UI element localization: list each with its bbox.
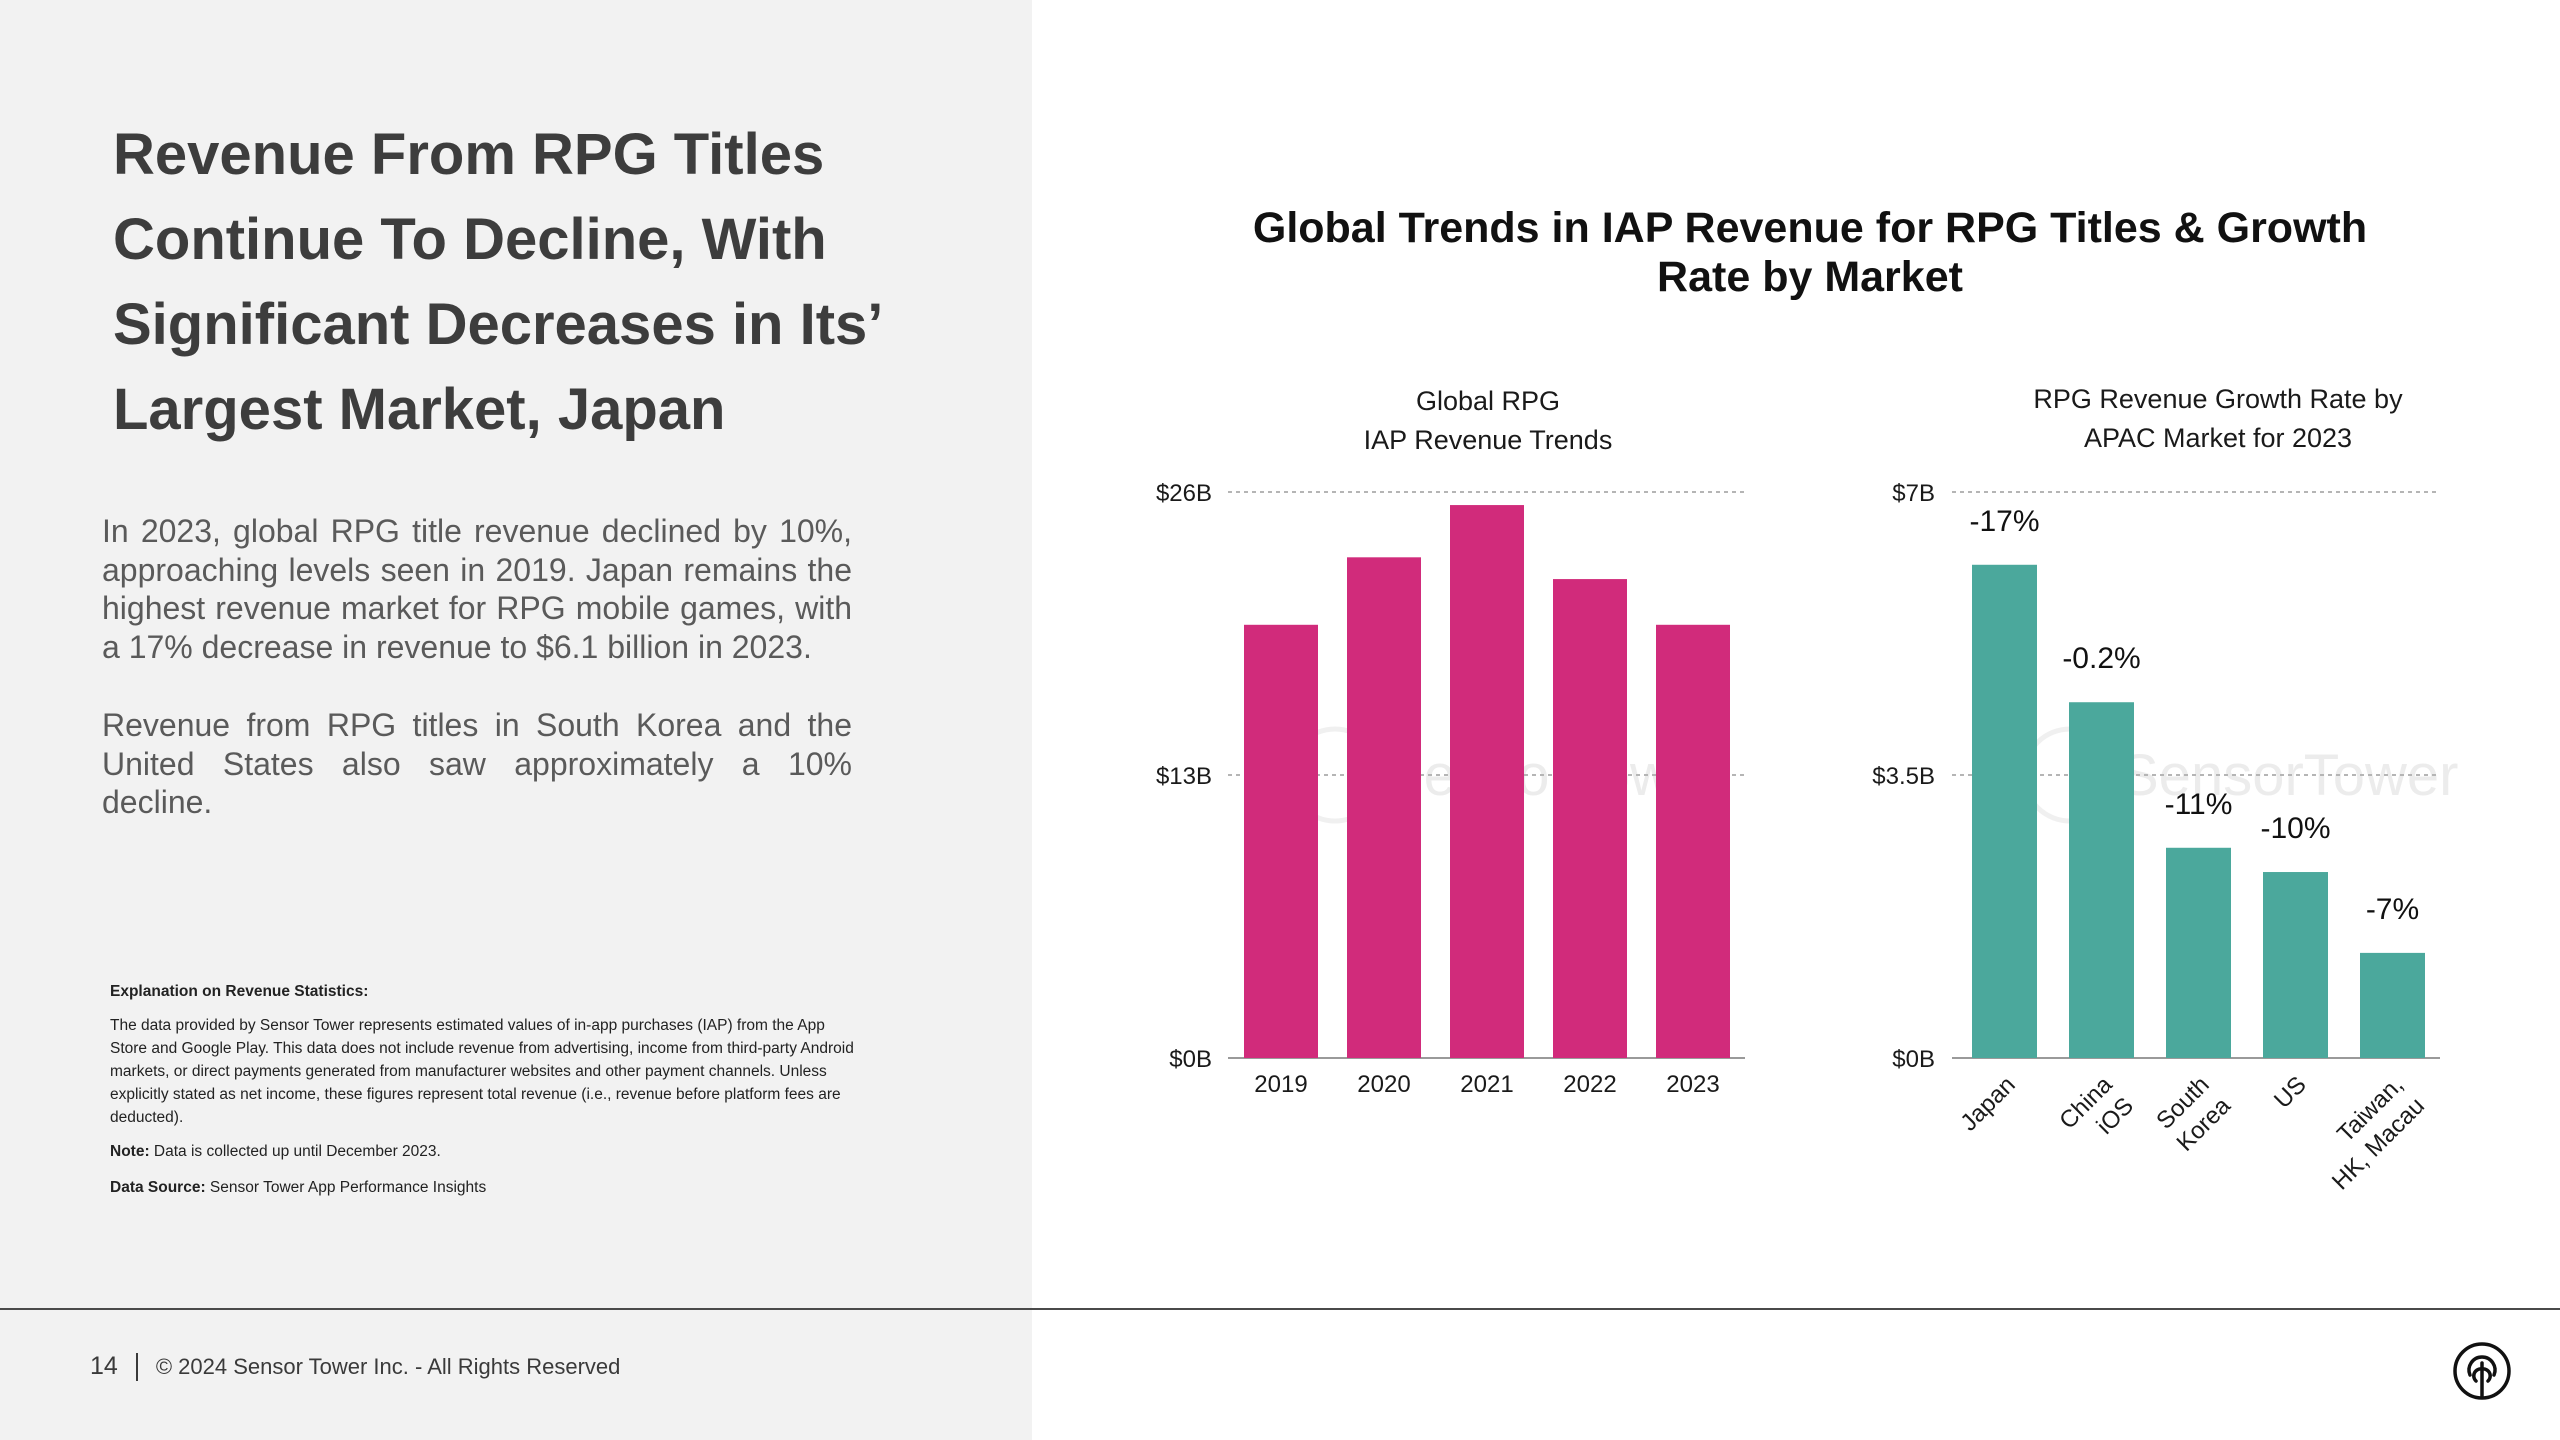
chart2-data-label: -17% [1969,505,2039,538]
chart1-subtitle-line: IAP Revenue Trends [1364,425,1613,455]
chart1-bar [1656,624,1730,1058]
source-label: Data Source: [110,1179,206,1196]
note-label: Note: [110,1143,150,1160]
chart2-bar [2166,847,2231,1058]
explanation-title: Explanation on Revenue Statistics: [110,983,369,1000]
left-panel [0,0,1032,1440]
note-line: Note: Data is collected up until Decembe… [110,1140,855,1163]
explanation-text: The data provided by Sensor Tower repres… [110,1017,854,1126]
footer: 14 © 2024 Sensor Tower Inc. - All Rights… [90,1352,620,1381]
chart2-x-tick-label-line: US [2269,1071,2312,1114]
chart2-x-tick-label: Taiwan,HK, Macau [2306,1071,2430,1195]
chart2-bar [2360,952,2425,1058]
page-number: 14 [90,1352,118,1380]
chart2-bar [2069,702,2134,1058]
chart1-bar [1244,624,1318,1058]
sensor-tower-logo-icon [2453,1342,2511,1400]
note-text: Data is collected up until December 2023… [149,1143,441,1160]
chart2-data-label: -7% [2366,893,2419,926]
chart1-x-tick-label: 2023 [1666,1071,1719,1098]
body-paragraph-2: Revenue from RPG titles in South Korea a… [102,707,852,820]
page-title: Revenue From RPG Titles Continue To Decl… [113,122,881,442]
source-line: Data Source: Sensor Tower App Performanc… [110,1176,855,1199]
chart2-x-tick-label: US [2269,1071,2312,1114]
explanation-box: Explanation on Revenue Statistics: The d… [110,980,855,1212]
chart2-bar [1972,564,2037,1058]
footer-divider [0,1308,2560,1310]
body-paragraph-1: In 2023, global RPG title revenue declin… [102,513,852,665]
source-text: Sensor Tower App Performance Insights [205,1179,487,1196]
chart2-x-tick-label-line: Japan [1955,1071,2020,1136]
chart2-x-tick-label: Japan [1955,1071,2020,1136]
chart2-bar [2263,872,2328,1058]
chart1-y-tick-label: $26B [1156,480,1212,507]
chart2-x-tick-label: ChinaiOS [2054,1071,2139,1156]
chart2-data-label: -10% [2260,812,2330,845]
chart1-y-tick-label: $0B [1169,1046,1212,1073]
chart2-subtitle-line: RPG Revenue Growth Rate by [2033,384,2403,414]
chart-title: Global Trends in IAP Revenue for RPG Tit… [1252,204,2368,301]
chart2-y-tick-label: $7B [1892,480,1935,507]
chart2-y-tick-label: $3.5B [1872,763,1935,790]
chart2-subtitle-line: APAC Market for 2023 [2084,423,2352,453]
chart1-x-tick-label: 2022 [1563,1071,1616,1098]
chart2-data-label: -0.2% [2062,642,2140,675]
copyright-text: © 2024 Sensor Tower Inc. - All Rights Re… [155,1353,621,1379]
chart1-bar [1450,505,1524,1058]
chart2-y-tick-label: $0B [1892,1046,1935,1073]
chart1-bar [1553,579,1627,1058]
footer-separator [135,1352,138,1381]
chart1-x-tick-label: 2021 [1460,1071,1513,1098]
chart1-x-tick-label: 2019 [1254,1071,1307,1098]
chart2-data-label: -11% [2165,788,2233,821]
chart1-x-tick-label: 2020 [1357,1071,1410,1098]
chart2-x-tick-label: SouthKorea [2150,1071,2236,1157]
chart1-subtitle-line: Global RPG [1416,386,1560,416]
chart1-bar [1347,557,1421,1058]
chart1-y-tick-label: $13B [1156,763,1212,790]
